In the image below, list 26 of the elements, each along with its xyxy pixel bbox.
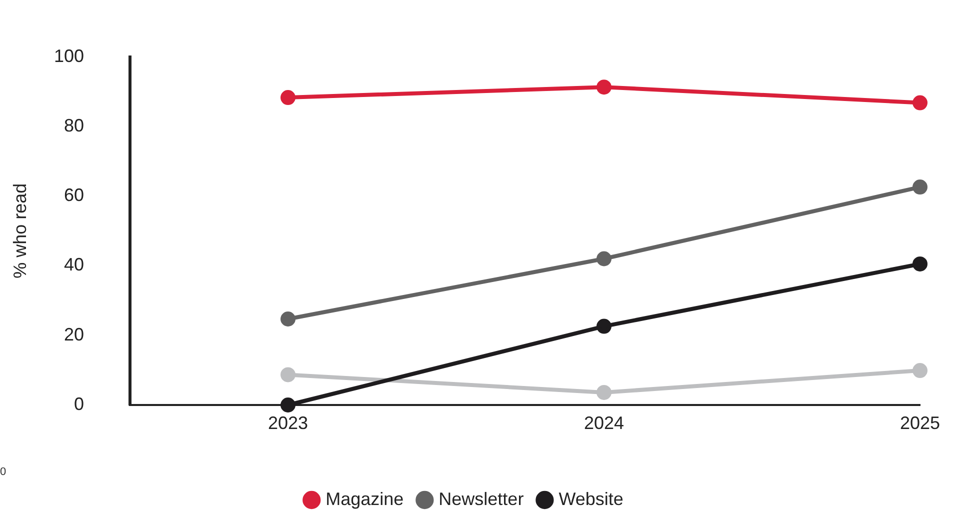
legend-label: Newsletter [438, 488, 524, 509]
y-tick-label: 60 [64, 185, 84, 206]
point [912, 95, 928, 110]
legend-label: Website [558, 488, 624, 509]
point [596, 251, 612, 266]
point [280, 90, 296, 106]
point [596, 384, 612, 400]
y-axis-title: % who read [10, 183, 30, 278]
y-tick-label: 0 [74, 394, 84, 414]
y-tick-label: 100 [54, 46, 84, 66]
y-tick-label: 20 [64, 324, 84, 344]
point [596, 80, 612, 95]
point [280, 311, 296, 326]
legend-label: Magazine [326, 488, 404, 509]
point [596, 318, 612, 334]
text: 0 [0, 466, 6, 478]
x-tick-label: 2025 [900, 412, 940, 433]
y-tick-label: 40 [64, 254, 84, 275]
y-tick-label: 80 [64, 115, 84, 136]
point [912, 256, 928, 272]
point [280, 367, 296, 382]
x-tick-label: 2023 [268, 412, 308, 433]
point [912, 180, 928, 195]
x-tick-label: 2024 [584, 412, 624, 433]
point [280, 398, 296, 412]
point [912, 363, 928, 378]
